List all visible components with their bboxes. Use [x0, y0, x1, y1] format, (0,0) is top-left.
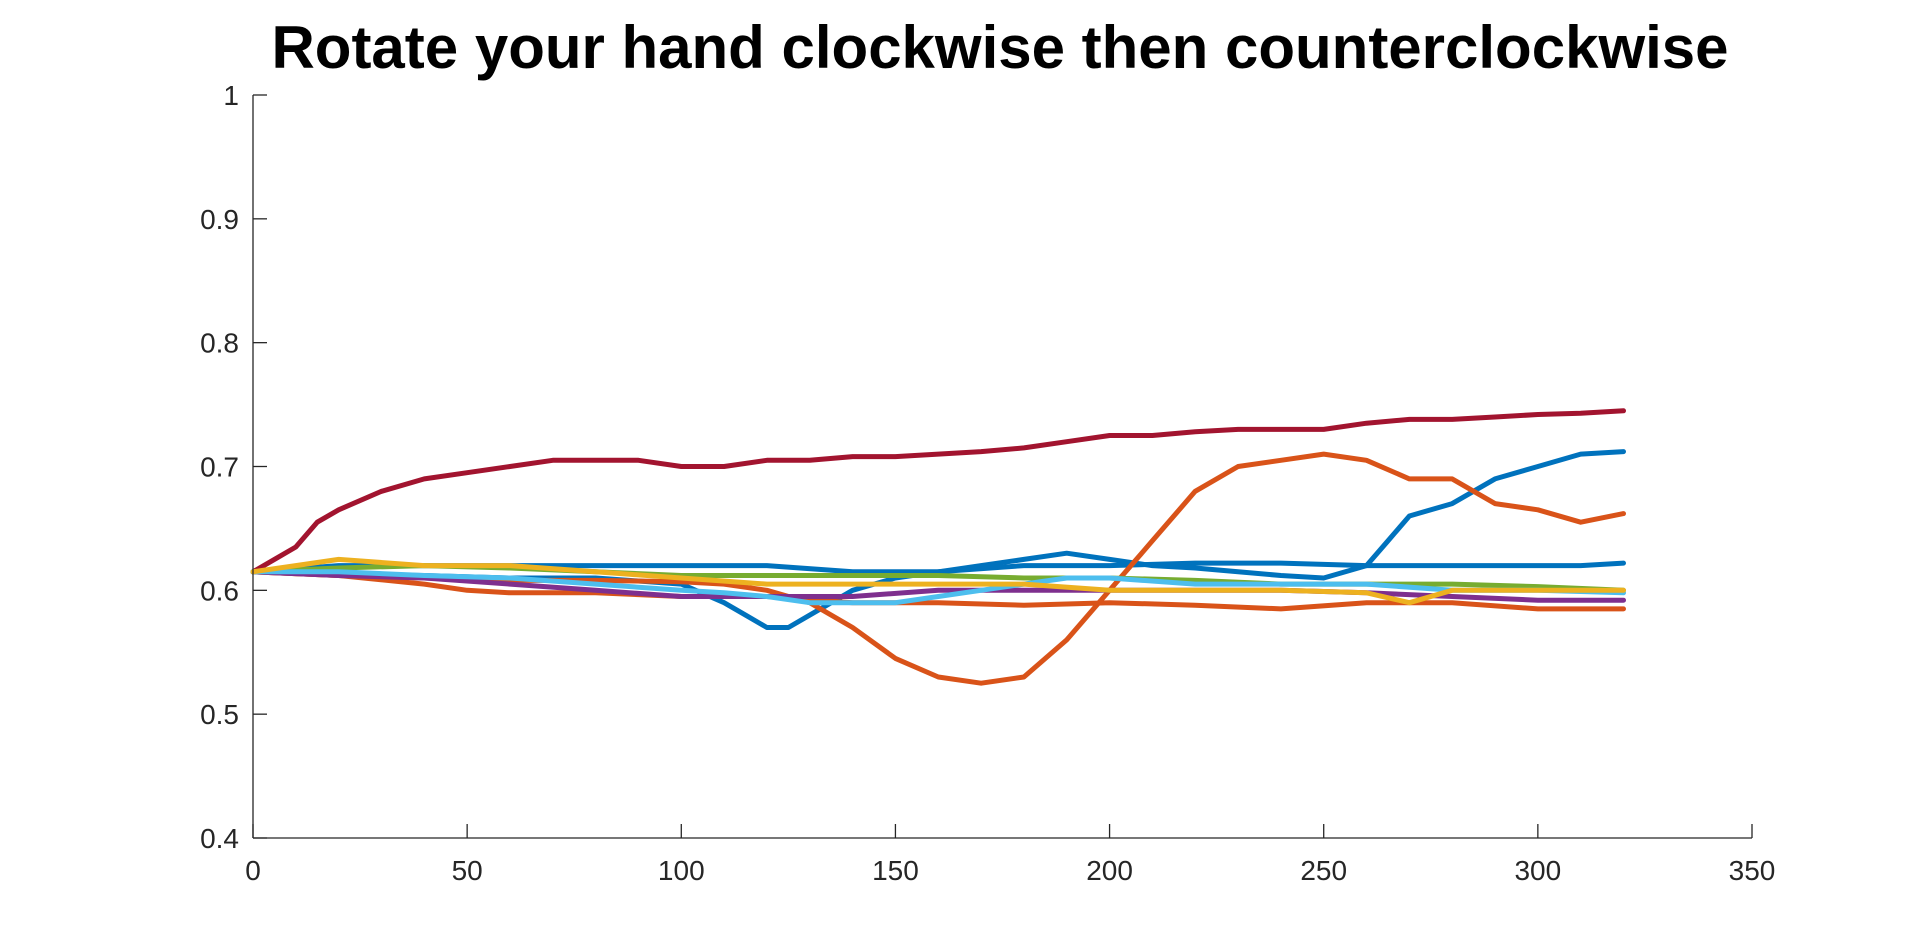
y-tick-label: 0.4: [200, 823, 239, 854]
y-tick-label: 0.9: [200, 204, 239, 235]
x-ticks: 0 50 100 150 200 250 300 350: [245, 824, 1775, 886]
series-line-6: [250, 569, 1626, 603]
series-line-4: [250, 451, 1626, 686]
y-tick-label: 0.8: [200, 328, 239, 359]
x-tick-label: 300: [1514, 855, 1561, 886]
series-layer: [250, 408, 1626, 686]
y-tick-label: 0.6: [200, 575, 239, 606]
y-ticks: 0.4 0.5 0.6 0.7 0.8 0.9 1: [200, 80, 267, 854]
series-line-1: [250, 408, 1626, 575]
x-tick-label: 200: [1086, 855, 1133, 886]
x-tick-label: 50: [452, 855, 483, 886]
chart-title: Rotate your hand clockwise then counterc…: [271, 14, 1728, 81]
series-line-8: [250, 569, 1626, 606]
x-tick-label: 150: [872, 855, 919, 886]
x-tick-label: 250: [1300, 855, 1347, 886]
y-tick-label: 0.5: [200, 699, 239, 730]
x-tick-label: 350: [1729, 855, 1776, 886]
x-tick-label: 0: [245, 855, 261, 886]
x-tick-label: 100: [658, 855, 705, 886]
series-line-9: [250, 556, 1626, 606]
y-tick-label: 0.7: [200, 452, 239, 483]
y-tick-label: 1: [223, 80, 239, 111]
